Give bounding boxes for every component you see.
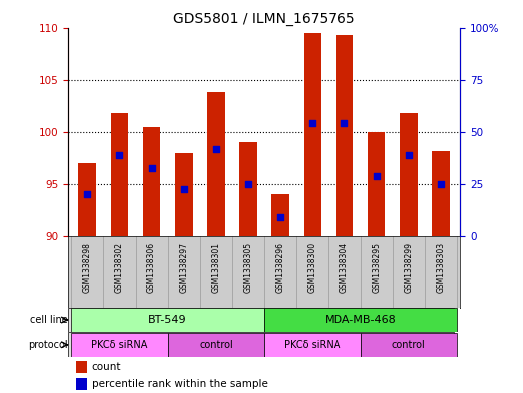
Bar [110, 113, 128, 236]
Bar [71, 308, 264, 332]
Bar [264, 308, 457, 332]
Text: GSM1338303: GSM1338303 [437, 242, 446, 293]
Point [308, 120, 316, 127]
Text: GSM1338304: GSM1338304 [340, 242, 349, 293]
Bar [264, 333, 360, 357]
Text: cell line: cell line [30, 315, 67, 325]
Bar [303, 33, 321, 236]
Text: GSM1338302: GSM1338302 [115, 242, 124, 293]
Text: GSM1338300: GSM1338300 [308, 242, 317, 293]
Text: GSM1338297: GSM1338297 [179, 242, 188, 293]
Point [115, 152, 123, 158]
Text: PKCδ siRNA: PKCδ siRNA [91, 340, 147, 350]
Text: GSM1338298: GSM1338298 [83, 242, 92, 293]
Point [212, 146, 220, 152]
Point [83, 191, 92, 197]
Point [147, 165, 156, 171]
Bar [168, 333, 264, 357]
Text: control: control [199, 340, 233, 350]
Point [276, 214, 285, 220]
Bar [360, 333, 457, 357]
Point [244, 181, 252, 187]
Text: GSM1338295: GSM1338295 [372, 242, 381, 293]
Bar [271, 194, 289, 236]
Point [405, 152, 413, 158]
Title: GDS5801 / ILMN_1675765: GDS5801 / ILMN_1675765 [173, 13, 355, 26]
Bar [143, 127, 161, 236]
Point [437, 181, 445, 187]
Bar [175, 152, 192, 236]
Point [340, 120, 349, 127]
Text: PKCδ siRNA: PKCδ siRNA [284, 340, 340, 350]
Text: BT-549: BT-549 [149, 315, 187, 325]
Bar [76, 361, 87, 373]
Bar [76, 378, 87, 390]
Text: control: control [392, 340, 426, 350]
Text: GSM1338306: GSM1338306 [147, 242, 156, 293]
Bar [368, 132, 385, 236]
Bar [239, 142, 257, 236]
Point [372, 173, 381, 179]
Text: percentile rank within the sample: percentile rank within the sample [92, 379, 267, 389]
Bar [71, 333, 168, 357]
Bar [336, 35, 354, 236]
Text: GSM1338299: GSM1338299 [404, 242, 413, 293]
Text: count: count [92, 362, 121, 372]
Bar [78, 163, 96, 236]
Text: MDA-MB-468: MDA-MB-468 [325, 315, 396, 325]
Text: protocol: protocol [28, 340, 67, 350]
Text: GSM1338296: GSM1338296 [276, 242, 285, 293]
Bar [207, 92, 225, 236]
Point [179, 186, 188, 192]
Bar [432, 151, 450, 236]
Text: GSM1338305: GSM1338305 [244, 242, 253, 293]
Text: GSM1338301: GSM1338301 [211, 242, 220, 293]
Bar [400, 113, 418, 236]
